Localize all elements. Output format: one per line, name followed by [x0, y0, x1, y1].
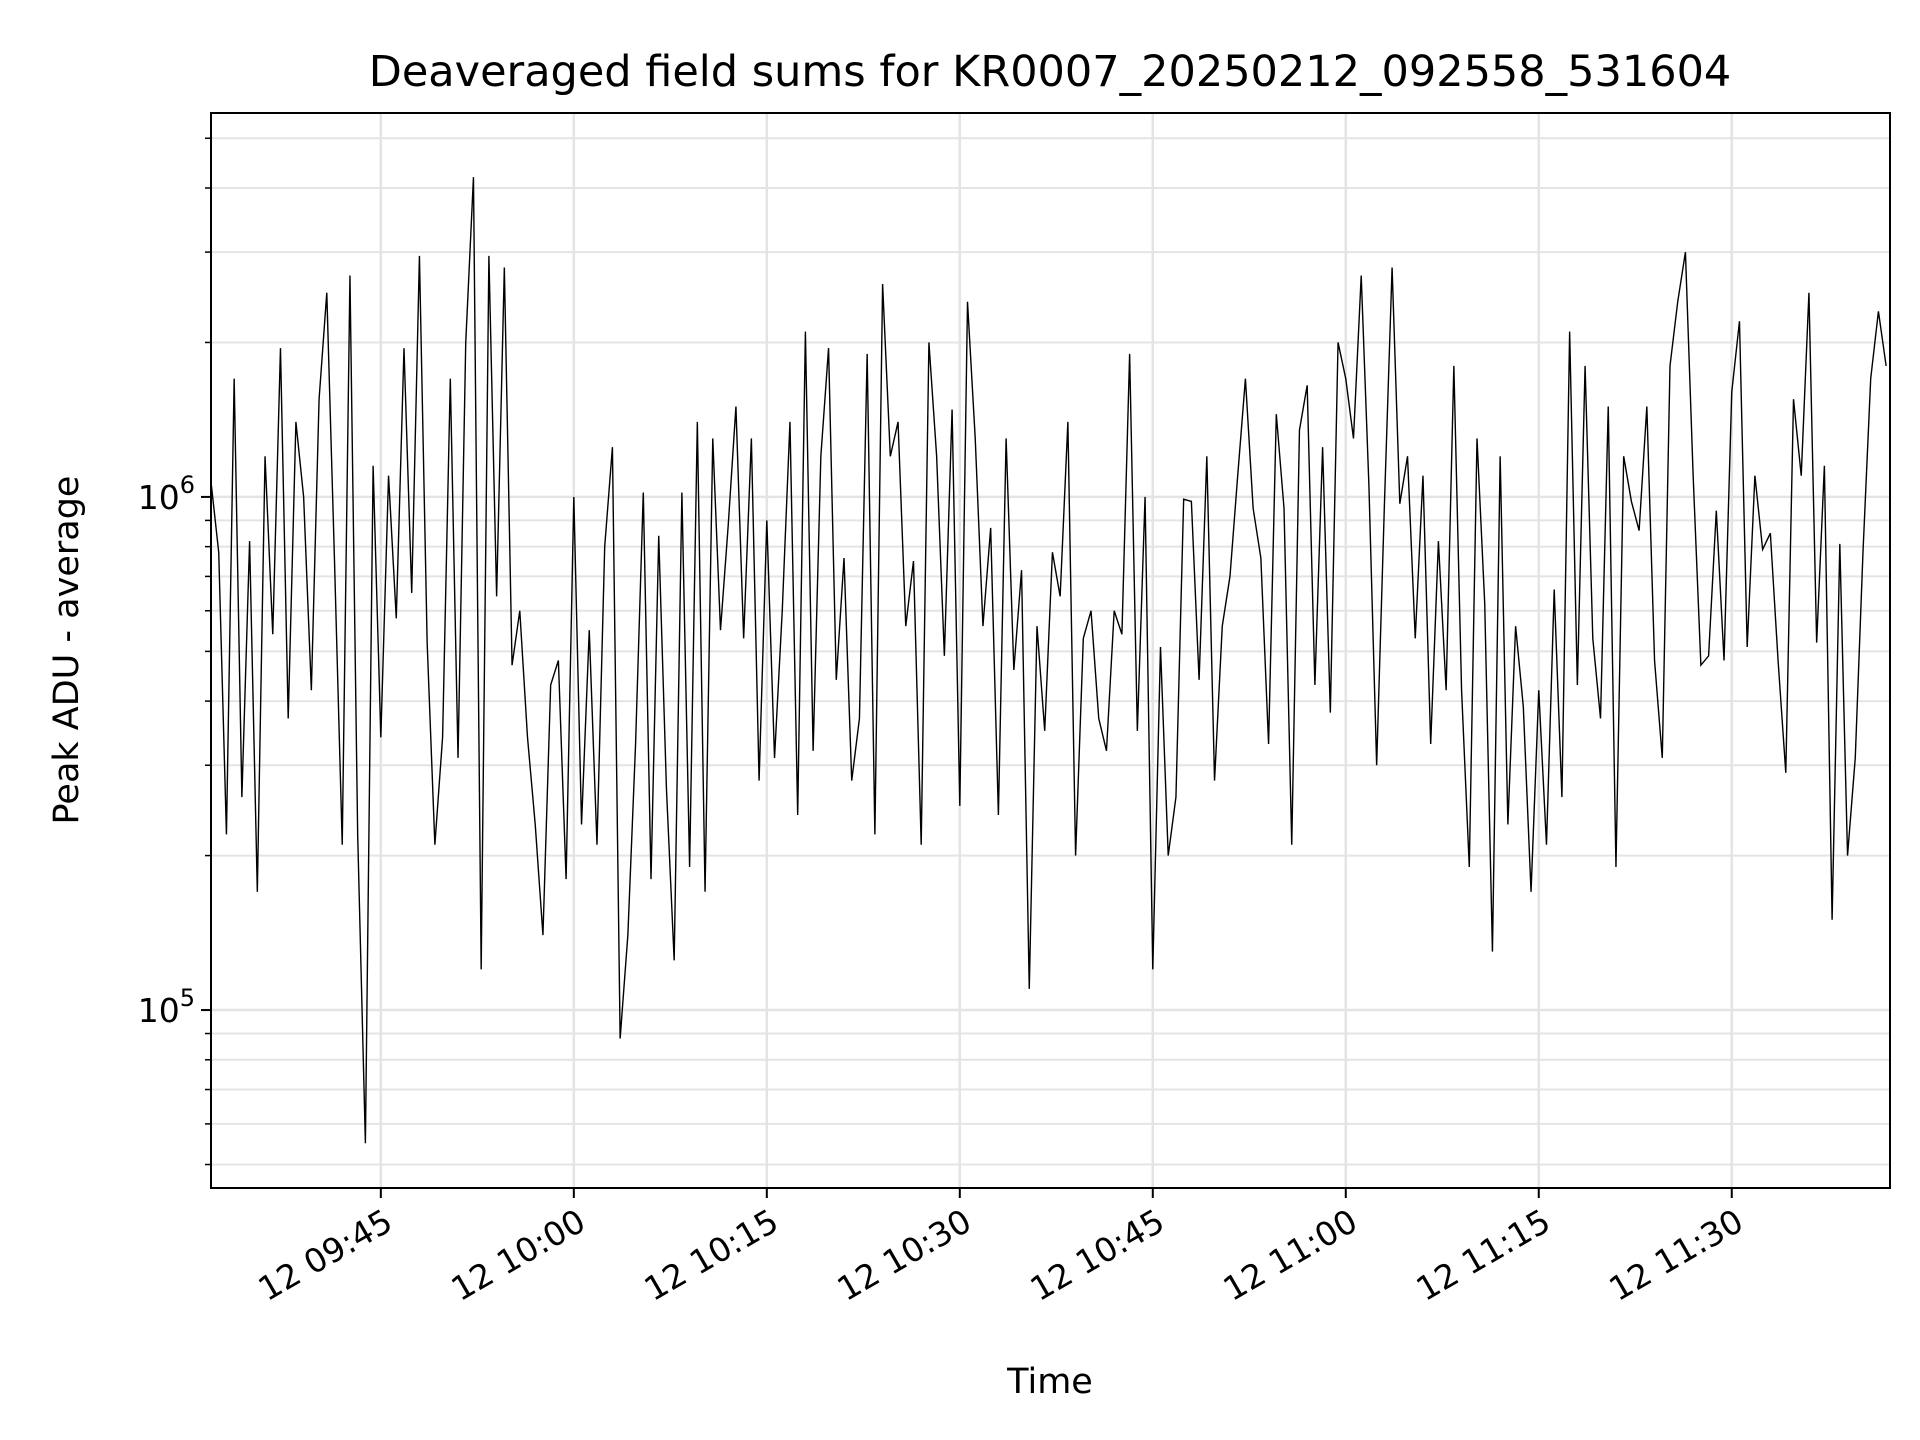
plot-frame — [210, 112, 1891, 1189]
y-tick-label: 105 — [138, 984, 195, 1030]
y-axis-label: Peak ADU - average — [47, 476, 87, 825]
series-layer — [210, 177, 1887, 1144]
x-axis-label: Time — [1006, 1362, 1093, 1402]
y-tick-label: 106 — [138, 471, 195, 517]
series-line — [210, 177, 1887, 1144]
chart-title: Deaveraged field sums for KR0007_2025021… — [369, 47, 1732, 97]
